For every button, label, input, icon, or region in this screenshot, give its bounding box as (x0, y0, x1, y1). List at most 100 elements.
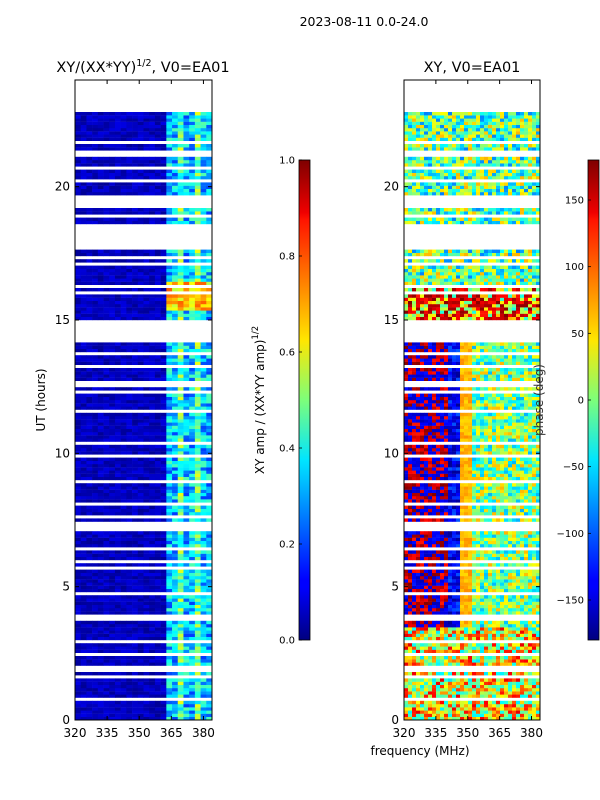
heatmap-cell (132, 217, 139, 221)
heatmap-cell (183, 585, 190, 589)
heatmap-cell (149, 713, 156, 717)
heatmap-cell (149, 310, 156, 314)
heatmap-cell (496, 563, 501, 567)
heatmap-cell (109, 505, 116, 509)
heatmap-cell (412, 646, 417, 650)
heatmap-cell (97, 160, 104, 164)
heatmap-cell (420, 678, 425, 682)
heatmap-cell (464, 646, 469, 650)
heatmap-cell (448, 601, 453, 605)
heatmap-cell (206, 534, 213, 538)
heatmap-cell (206, 553, 213, 557)
heatmap-cell (126, 348, 133, 353)
heatmap-cell (412, 563, 417, 567)
heatmap-cell (194, 448, 201, 452)
heatmap-cell (160, 457, 167, 461)
heatmap-cell (177, 460, 184, 465)
heatmap-cell (154, 572, 161, 577)
heatmap-cell (183, 252, 190, 257)
heatmap-cell (194, 118, 201, 122)
heatmap-cell (166, 700, 173, 705)
heatmap-cell (166, 131, 173, 135)
heatmap-cell (143, 694, 150, 698)
heatmap-cell (166, 348, 173, 353)
heatmap-cell (149, 579, 156, 583)
heatmap-cell (120, 710, 127, 714)
heatmap-cell (103, 700, 110, 705)
heatmap-cell (172, 579, 179, 583)
heatmap-cell (200, 368, 207, 372)
heatmap-cell (160, 192, 167, 196)
heatmap-cell (149, 144, 156, 148)
heatmap-cell (200, 489, 207, 493)
heatmap-cell (508, 684, 513, 689)
heatmap-cell (75, 496, 82, 500)
heatmap-cell (504, 553, 509, 557)
heatmap-cell (444, 704, 449, 708)
heatmap-cell (532, 681, 537, 685)
heatmap-cell (448, 569, 453, 573)
heatmap-cell (143, 496, 150, 500)
heatmap-cell (166, 643, 173, 647)
heatmap-cell (97, 163, 104, 167)
heatmap-cell (508, 633, 513, 637)
heatmap-cell (428, 563, 433, 567)
heatmap-cell (143, 416, 150, 420)
heatmap-cell (149, 444, 156, 449)
heatmap-cell (464, 627, 469, 631)
heatmap-cell (160, 467, 167, 471)
heatmap-cell (86, 681, 93, 685)
heatmap-cell (172, 556, 179, 561)
heatmap-cell (97, 630, 104, 634)
heatmap-cell (194, 627, 201, 631)
heatmap-cell (464, 684, 469, 689)
heatmap-cell (132, 387, 139, 391)
heatmap-cell (200, 406, 207, 410)
heatmap-cell (480, 576, 485, 580)
heatmap-cell (166, 444, 173, 449)
heatmap-cell (200, 620, 207, 625)
heatmap-cell (520, 684, 525, 689)
heatmap-cell (177, 483, 184, 487)
heatmap-cell (200, 611, 207, 615)
heatmap-cell (172, 563, 179, 567)
heatmap-cell (132, 678, 139, 682)
heatmap-cell (536, 579, 541, 583)
heatmap-cell (86, 540, 93, 545)
heatmap-cell (126, 595, 133, 599)
heatmap-cell (92, 649, 99, 653)
heatmap-cell (177, 428, 184, 433)
heatmap-cell (143, 608, 150, 612)
heatmap-cell (154, 627, 161, 631)
heatmap-cell (172, 361, 179, 365)
heatmap-cell (183, 112, 190, 116)
heatmap-cell (126, 115, 133, 119)
heatmap-cell (408, 643, 413, 647)
heatmap-cell (149, 128, 156, 132)
heatmap-cell (172, 464, 179, 468)
heatmap-cell (137, 112, 144, 116)
heatmap-cell (532, 646, 537, 650)
heatmap-cell (103, 265, 110, 269)
heatmap-cell (103, 483, 110, 487)
heatmap-cell (132, 160, 139, 164)
heatmap-cell (516, 540, 521, 545)
heatmap-cell (103, 550, 110, 554)
heatmap-cell (137, 310, 144, 314)
heatmap-cell (160, 556, 167, 561)
heatmap-cell (172, 131, 179, 135)
heatmap-cell (80, 588, 87, 593)
heatmap-cell (143, 595, 150, 599)
heatmap-cell (408, 620, 413, 625)
heatmap-cell (412, 688, 417, 692)
heatmap-cell (536, 611, 541, 615)
heatmap-cell (194, 646, 201, 650)
heatmap-cell (508, 672, 513, 676)
heatmap-cell (194, 310, 201, 314)
heatmap-cell (432, 550, 437, 554)
heatmap-cell (172, 147, 179, 151)
heatmap-cell (166, 281, 173, 285)
heatmap-cell (183, 396, 190, 401)
heatmap-cell (103, 310, 110, 314)
heatmap-cell (92, 275, 99, 279)
